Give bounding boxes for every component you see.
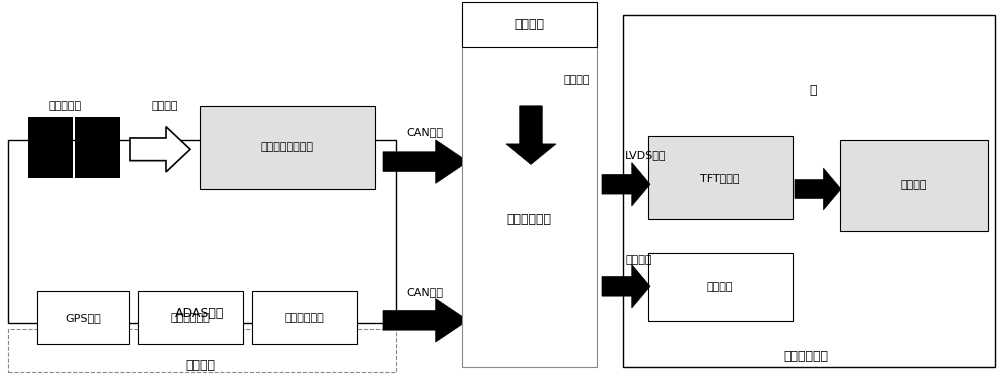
Text: 电子地图单元: 电子地图单元 xyxy=(170,313,210,322)
FancyBboxPatch shape xyxy=(623,15,995,367)
Text: 调节输入: 调节输入 xyxy=(514,18,544,31)
Text: 数字信号: 数字信号 xyxy=(625,255,652,265)
Polygon shape xyxy=(795,168,841,210)
Text: 图像处理模块: 图像处理模块 xyxy=(507,213,552,226)
Text: ADAS模块: ADAS模块 xyxy=(175,307,225,320)
Text: LVDS信号: LVDS信号 xyxy=(625,150,666,160)
FancyBboxPatch shape xyxy=(28,117,73,178)
Text: 图像信息: 图像信息 xyxy=(152,101,178,111)
Polygon shape xyxy=(130,127,190,172)
FancyBboxPatch shape xyxy=(37,291,129,344)
FancyBboxPatch shape xyxy=(648,136,793,219)
Text: 导航模块: 导航模块 xyxy=(185,359,215,372)
Text: 摄像头单元: 摄像头单元 xyxy=(48,101,82,111)
FancyBboxPatch shape xyxy=(648,253,793,321)
FancyBboxPatch shape xyxy=(8,140,396,323)
Text: CAN信号: CAN信号 xyxy=(406,287,444,297)
FancyBboxPatch shape xyxy=(8,329,396,372)
Text: 光: 光 xyxy=(809,84,817,97)
FancyBboxPatch shape xyxy=(252,291,357,344)
Text: 数字信号: 数字信号 xyxy=(563,75,590,85)
FancyBboxPatch shape xyxy=(840,140,988,231)
Text: 电机单元: 电机单元 xyxy=(707,282,733,292)
Polygon shape xyxy=(383,140,468,183)
FancyBboxPatch shape xyxy=(462,2,597,47)
Text: GPS单元: GPS单元 xyxy=(65,313,101,322)
Text: 光学组件: 光学组件 xyxy=(901,180,927,190)
FancyBboxPatch shape xyxy=(75,117,120,178)
Polygon shape xyxy=(383,299,468,342)
FancyBboxPatch shape xyxy=(462,9,597,367)
Text: 图像识别处理单元: 图像识别处理单元 xyxy=(260,143,314,152)
Text: 光学显示模块: 光学显示模块 xyxy=(784,350,828,363)
FancyBboxPatch shape xyxy=(200,106,375,189)
Text: CAN信号: CAN信号 xyxy=(406,127,444,137)
Text: 导航处理单元: 导航处理单元 xyxy=(284,313,324,322)
Polygon shape xyxy=(602,265,650,308)
Polygon shape xyxy=(506,106,556,164)
Text: TFT显示屏: TFT显示屏 xyxy=(700,173,740,183)
FancyBboxPatch shape xyxy=(138,291,243,344)
Polygon shape xyxy=(602,163,650,206)
